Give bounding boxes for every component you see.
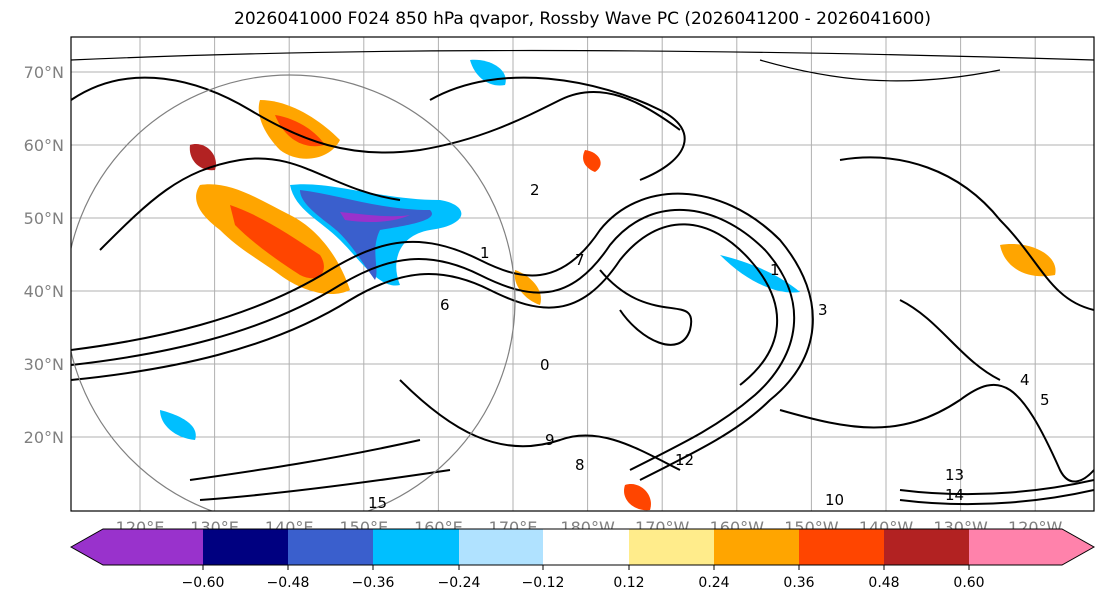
colorbar-segment bbox=[969, 529, 1063, 565]
map-area bbox=[71, 37, 1094, 511]
latitude-label: 20°N bbox=[24, 428, 64, 447]
colorbar-segment bbox=[373, 529, 460, 565]
colorbar-tick-label: −0.48 bbox=[267, 575, 310, 591]
contour-label: 1 bbox=[480, 244, 490, 262]
colorbar-tick-label: −0.60 bbox=[182, 575, 225, 591]
contour-label: 9 bbox=[545, 431, 555, 449]
negative-anomaly-peak bbox=[340, 212, 410, 223]
contour-label: 8 bbox=[575, 456, 585, 474]
contour-label: 14 bbox=[945, 486, 964, 504]
colorbar-extend-max bbox=[1062, 529, 1094, 565]
contour-label: 2 bbox=[530, 181, 540, 199]
contour-layer bbox=[71, 49, 1094, 511]
colorbar-tick-label: 0.48 bbox=[868, 575, 899, 591]
contour-labels: 1 1 2 3 4 5 6 8 9 12 13 14 15 0 7 10 bbox=[368, 181, 1050, 512]
colorbar-segment bbox=[103, 529, 204, 565]
colorbar-tick-label: −0.36 bbox=[352, 575, 395, 591]
colorbar-tick-label: −0.12 bbox=[522, 575, 565, 591]
contour-label: 6 bbox=[440, 296, 450, 314]
colorbar-segment bbox=[799, 529, 885, 565]
colorbar-tick-label: 0.36 bbox=[783, 575, 814, 591]
colorbar-segment bbox=[203, 529, 289, 565]
colorbar-tick-label: 0.60 bbox=[953, 575, 984, 591]
contour-label: 7 bbox=[575, 251, 585, 269]
colorbar-tick-label: 0.12 bbox=[613, 575, 644, 591]
colorbar-segment bbox=[459, 529, 544, 565]
negative-anomaly-core bbox=[300, 190, 432, 280]
latitude-label: 50°N bbox=[24, 209, 64, 228]
latitude-label: 30°N bbox=[24, 355, 64, 374]
colorbar-segment bbox=[543, 529, 630, 565]
positive-anomaly-core bbox=[230, 205, 324, 279]
contour-label: 3 bbox=[818, 301, 828, 319]
latitude-label: 70°N bbox=[24, 63, 64, 82]
latitude-labels: 70°N 60°N 50°N 40°N 30°N 20°N bbox=[24, 63, 64, 447]
colorbar: −0.60 −0.48 −0.36 −0.24 −0.12 0.12 0.24 0.36 0.4… bbox=[69, 528, 1096, 591]
colorbar-segment bbox=[288, 529, 374, 565]
contour-label: 1 bbox=[770, 261, 780, 279]
contour-label: 13 bbox=[945, 466, 964, 484]
latitude-label: 40°N bbox=[24, 282, 64, 301]
colorbar-outline bbox=[69, 528, 1096, 566]
chart-title: 2026041000 F024 850 hPa qvapor, Rossby W… bbox=[234, 9, 931, 29]
colorbar-segment bbox=[714, 529, 800, 565]
latitude-label: 60°N bbox=[24, 136, 64, 155]
map-frame bbox=[70, 36, 1095, 512]
contour-label: 12 bbox=[675, 451, 694, 469]
contour-label: 0 bbox=[540, 356, 550, 374]
colorbar-extend-min bbox=[71, 529, 103, 565]
contour-label: 15 bbox=[368, 494, 387, 512]
colorbar-segment bbox=[884, 529, 970, 565]
contour-label: 4 bbox=[1020, 371, 1030, 389]
colorbar-segment bbox=[629, 529, 715, 565]
contour-label: 5 bbox=[1040, 391, 1050, 409]
colorbar-tick-label: −0.24 bbox=[438, 575, 481, 591]
colorbar-tick-label: 0.24 bbox=[698, 575, 729, 591]
contour-label: 10 bbox=[825, 491, 844, 509]
